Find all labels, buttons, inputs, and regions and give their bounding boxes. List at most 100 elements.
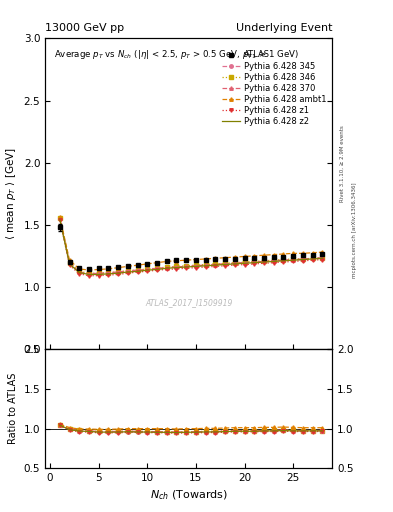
Pythia 6.428 345 bbox=[223, 261, 228, 267]
Pythia 6.428 345 bbox=[203, 262, 208, 268]
Pythia 6.428 ambt1 bbox=[281, 251, 286, 257]
Pythia 6.428 345 bbox=[291, 257, 296, 263]
Pythia 6.428 345 bbox=[86, 271, 91, 277]
Pythia 6.428 z1 bbox=[203, 264, 208, 270]
Pythia 6.428 346 bbox=[96, 270, 101, 276]
Pythia 6.428 z1 bbox=[86, 272, 91, 279]
Pythia 6.428 346 bbox=[320, 254, 325, 261]
Pythia 6.428 z1 bbox=[67, 262, 72, 268]
Pythia 6.428 z1 bbox=[310, 257, 315, 263]
Pythia 6.428 z1 bbox=[320, 257, 325, 263]
Pythia 6.428 345 bbox=[106, 270, 111, 276]
Pythia 6.428 346 bbox=[310, 255, 315, 262]
Pythia 6.428 346 bbox=[272, 257, 276, 263]
Text: Underlying Event: Underlying Event bbox=[235, 23, 332, 33]
Pythia 6.428 370 bbox=[86, 271, 91, 277]
Text: Rivet 3.1.10, ≥ 2.9M events: Rivet 3.1.10, ≥ 2.9M events bbox=[340, 125, 345, 202]
Pythia 6.428 ambt1 bbox=[233, 254, 237, 260]
Pythia 6.428 ambt1 bbox=[223, 254, 228, 261]
Pythia 6.428 ambt1 bbox=[310, 250, 315, 256]
Legend: ATLAS, Pythia 6.428 345, Pythia 6.428 346, Pythia 6.428 370, Pythia 6.428 ambt1,: ATLAS, Pythia 6.428 345, Pythia 6.428 34… bbox=[220, 49, 328, 127]
Y-axis label: $\langle$ mean $p_T$ $\rangle$ [GeV]: $\langle$ mean $p_T$ $\rangle$ [GeV] bbox=[4, 147, 18, 240]
Pythia 6.428 346 bbox=[155, 265, 160, 271]
Pythia 6.428 z1 bbox=[57, 217, 62, 223]
Pythia 6.428 ambt1 bbox=[252, 253, 257, 259]
Pythia 6.428 370 bbox=[174, 264, 179, 270]
Pythia 6.428 346 bbox=[252, 259, 257, 265]
Pythia 6.428 ambt1 bbox=[125, 263, 130, 269]
Pythia 6.428 z1 bbox=[223, 263, 228, 269]
Pythia 6.428 z1 bbox=[184, 265, 189, 271]
Pythia 6.428 370 bbox=[262, 259, 266, 265]
Pythia 6.428 z1 bbox=[233, 262, 237, 268]
Pythia 6.428 346 bbox=[281, 257, 286, 263]
Pythia 6.428 z2 bbox=[213, 262, 218, 268]
Pythia 6.428 370 bbox=[125, 268, 130, 274]
Pythia 6.428 ambt1 bbox=[164, 259, 169, 265]
Pythia 6.428 370 bbox=[301, 256, 305, 262]
Pythia 6.428 345 bbox=[310, 256, 315, 262]
Pythia 6.428 345 bbox=[233, 260, 237, 266]
Pythia 6.428 346 bbox=[242, 259, 247, 265]
Pythia 6.428 345 bbox=[174, 264, 179, 270]
Pythia 6.428 z2 bbox=[164, 265, 169, 271]
Pythia 6.428 346 bbox=[213, 261, 218, 267]
Pythia 6.428 z1 bbox=[77, 271, 82, 277]
Pythia 6.428 345 bbox=[96, 271, 101, 277]
Pythia 6.428 z1 bbox=[281, 259, 286, 265]
Pythia 6.428 346 bbox=[116, 269, 121, 275]
Pythia 6.428 z1 bbox=[155, 267, 160, 273]
Pythia 6.428 z1 bbox=[301, 258, 305, 264]
Pythia 6.428 ambt1 bbox=[116, 265, 121, 271]
Y-axis label: Ratio to ATLAS: Ratio to ATLAS bbox=[8, 373, 18, 444]
Pythia 6.428 z2 bbox=[77, 269, 82, 275]
Pythia 6.428 370 bbox=[57, 215, 62, 221]
Pythia 6.428 346 bbox=[174, 263, 179, 269]
Pythia 6.428 345 bbox=[184, 263, 189, 269]
Pythia 6.428 z2 bbox=[281, 258, 286, 264]
Pythia 6.428 z2 bbox=[272, 259, 276, 265]
Pythia 6.428 z2 bbox=[135, 268, 140, 274]
Pythia 6.428 z1 bbox=[242, 262, 247, 268]
Pythia 6.428 370 bbox=[67, 260, 72, 266]
Pythia 6.428 370 bbox=[233, 260, 237, 266]
Pythia 6.428 ambt1 bbox=[67, 257, 72, 263]
Line: Pythia 6.428 346: Pythia 6.428 346 bbox=[58, 216, 324, 275]
Pythia 6.428 346 bbox=[86, 270, 91, 276]
Pythia 6.428 z2 bbox=[57, 216, 62, 222]
Pythia 6.428 ambt1 bbox=[174, 258, 179, 264]
Pythia 6.428 z1 bbox=[96, 272, 101, 279]
Pythia 6.428 z2 bbox=[67, 261, 72, 267]
Pythia 6.428 370 bbox=[223, 261, 228, 267]
Pythia 6.428 345 bbox=[164, 265, 169, 271]
Pythia 6.428 345 bbox=[125, 269, 130, 275]
Line: Pythia 6.428 370: Pythia 6.428 370 bbox=[58, 216, 324, 275]
Pythia 6.428 370 bbox=[184, 263, 189, 269]
Pythia 6.428 z1 bbox=[174, 266, 179, 272]
Pythia 6.428 z2 bbox=[96, 271, 101, 278]
X-axis label: $N_{ch}$ (Towards): $N_{ch}$ (Towards) bbox=[150, 489, 228, 502]
Pythia 6.428 ambt1 bbox=[203, 256, 208, 262]
Pythia 6.428 346 bbox=[301, 256, 305, 262]
Pythia 6.428 345 bbox=[57, 215, 62, 221]
Line: Pythia 6.428 345: Pythia 6.428 345 bbox=[58, 216, 324, 275]
Pythia 6.428 345 bbox=[301, 257, 305, 263]
Pythia 6.428 345 bbox=[135, 268, 140, 274]
Pythia 6.428 z2 bbox=[116, 270, 121, 276]
Text: mcplots.cern.ch [arXiv:1306.3436]: mcplots.cern.ch [arXiv:1306.3436] bbox=[352, 183, 357, 278]
Pythia 6.428 370 bbox=[96, 270, 101, 276]
Pythia 6.428 345 bbox=[213, 262, 218, 268]
Pythia 6.428 z2 bbox=[301, 257, 305, 263]
Pythia 6.428 370 bbox=[203, 262, 208, 268]
Pythia 6.428 ambt1 bbox=[57, 214, 62, 220]
Pythia 6.428 ambt1 bbox=[135, 262, 140, 268]
Pythia 6.428 ambt1 bbox=[86, 267, 91, 273]
Pythia 6.428 z1 bbox=[125, 270, 130, 276]
Pythia 6.428 z2 bbox=[174, 265, 179, 271]
Pythia 6.428 345 bbox=[272, 258, 276, 264]
Text: 13000 GeV pp: 13000 GeV pp bbox=[45, 23, 124, 33]
Pythia 6.428 z2 bbox=[320, 255, 325, 262]
Pythia 6.428 346 bbox=[67, 260, 72, 266]
Pythia 6.428 ambt1 bbox=[184, 257, 189, 263]
Pythia 6.428 ambt1 bbox=[213, 255, 218, 262]
